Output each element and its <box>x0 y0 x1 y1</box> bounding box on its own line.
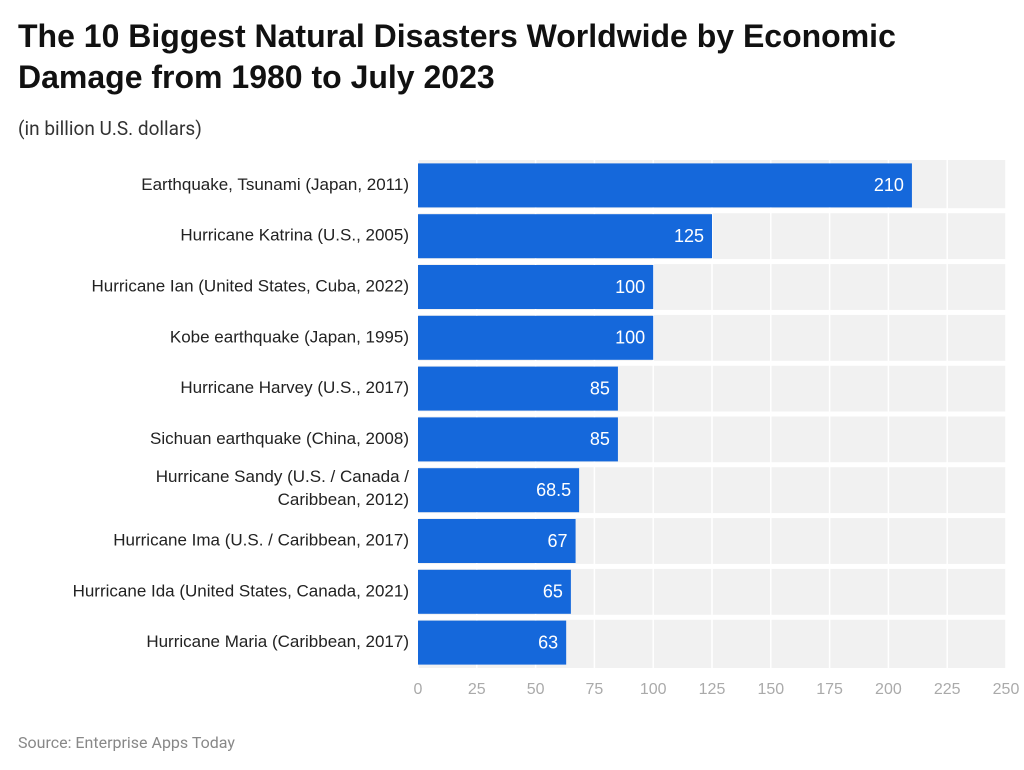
value-label: 67 <box>548 531 568 551</box>
y-tick-label: Kobe earthquake (Japan, 1995) <box>170 327 409 346</box>
y-tick-label: Hurricane Ima (U.S. / Caribbean, 2017) <box>113 530 409 549</box>
x-tick-label: 175 <box>816 681 843 698</box>
x-tick-label: 250 <box>993 681 1020 698</box>
value-label: 68.5 <box>536 480 571 500</box>
bar <box>418 417 618 462</box>
bar <box>418 265 654 309</box>
y-tick-label: Hurricane Maria (Caribbean, 2017) <box>146 632 409 651</box>
x-tick-label: 75 <box>586 681 604 698</box>
bar <box>418 315 654 360</box>
chart-title: The 10 Biggest Natural Disasters Worldwi… <box>18 18 896 95</box>
x-tick-label: 125 <box>699 681 726 698</box>
bar <box>418 569 571 614</box>
y-tick-label: Hurricane Katrina (U.S., 2005) <box>180 226 409 245</box>
y-tick-label: Hurricane Harvey (U.S., 2017) <box>180 378 409 397</box>
y-tick-label: Hurricane Ida (United States, Canada, 20… <box>73 581 409 600</box>
x-tick-label: 50 <box>527 681 545 698</box>
x-tick-label: 25 <box>468 681 486 698</box>
y-tick-label: Sichuan earthquake (China, 2008) <box>150 429 409 448</box>
value-label: 85 <box>590 429 610 449</box>
value-label: 65 <box>543 582 563 602</box>
y-tick-label: Hurricane Sandy (U.S. / Canada / Caribbea… <box>156 468 410 510</box>
source: Source: Enterprise Apps Today <box>18 733 235 752</box>
value-label: 100 <box>615 328 645 348</box>
value-label: 210 <box>874 175 904 195</box>
chart: 0 25 50 75 100 125 150 175 200 225 250 Earthquake, … <box>73 160 1020 698</box>
value-label: 100 <box>615 277 645 297</box>
x-tick-label: 225 <box>934 681 961 698</box>
x-tick-label: 100 <box>640 681 667 698</box>
bar <box>418 366 618 411</box>
bar <box>418 163 912 208</box>
y-tick-label: Hurricane Ian (United States, Cuba, 2022… <box>91 276 409 295</box>
y-tick-label: Earthquake, Tsunami (Japan, 2011) <box>141 175 409 194</box>
x-tick-label: 200 <box>875 681 902 698</box>
value-label: 125 <box>674 226 704 246</box>
bar <box>418 519 576 563</box>
bar <box>418 468 580 513</box>
bar <box>418 620 567 665</box>
value-label: 85 <box>590 378 610 398</box>
value-label: 63 <box>538 632 558 652</box>
chart-subtitle: (in billion U.S. dollars) <box>18 117 202 140</box>
x-tick-label: 0 <box>414 681 423 698</box>
bar <box>418 214 712 259</box>
x-tick-label: 150 <box>757 681 784 698</box>
